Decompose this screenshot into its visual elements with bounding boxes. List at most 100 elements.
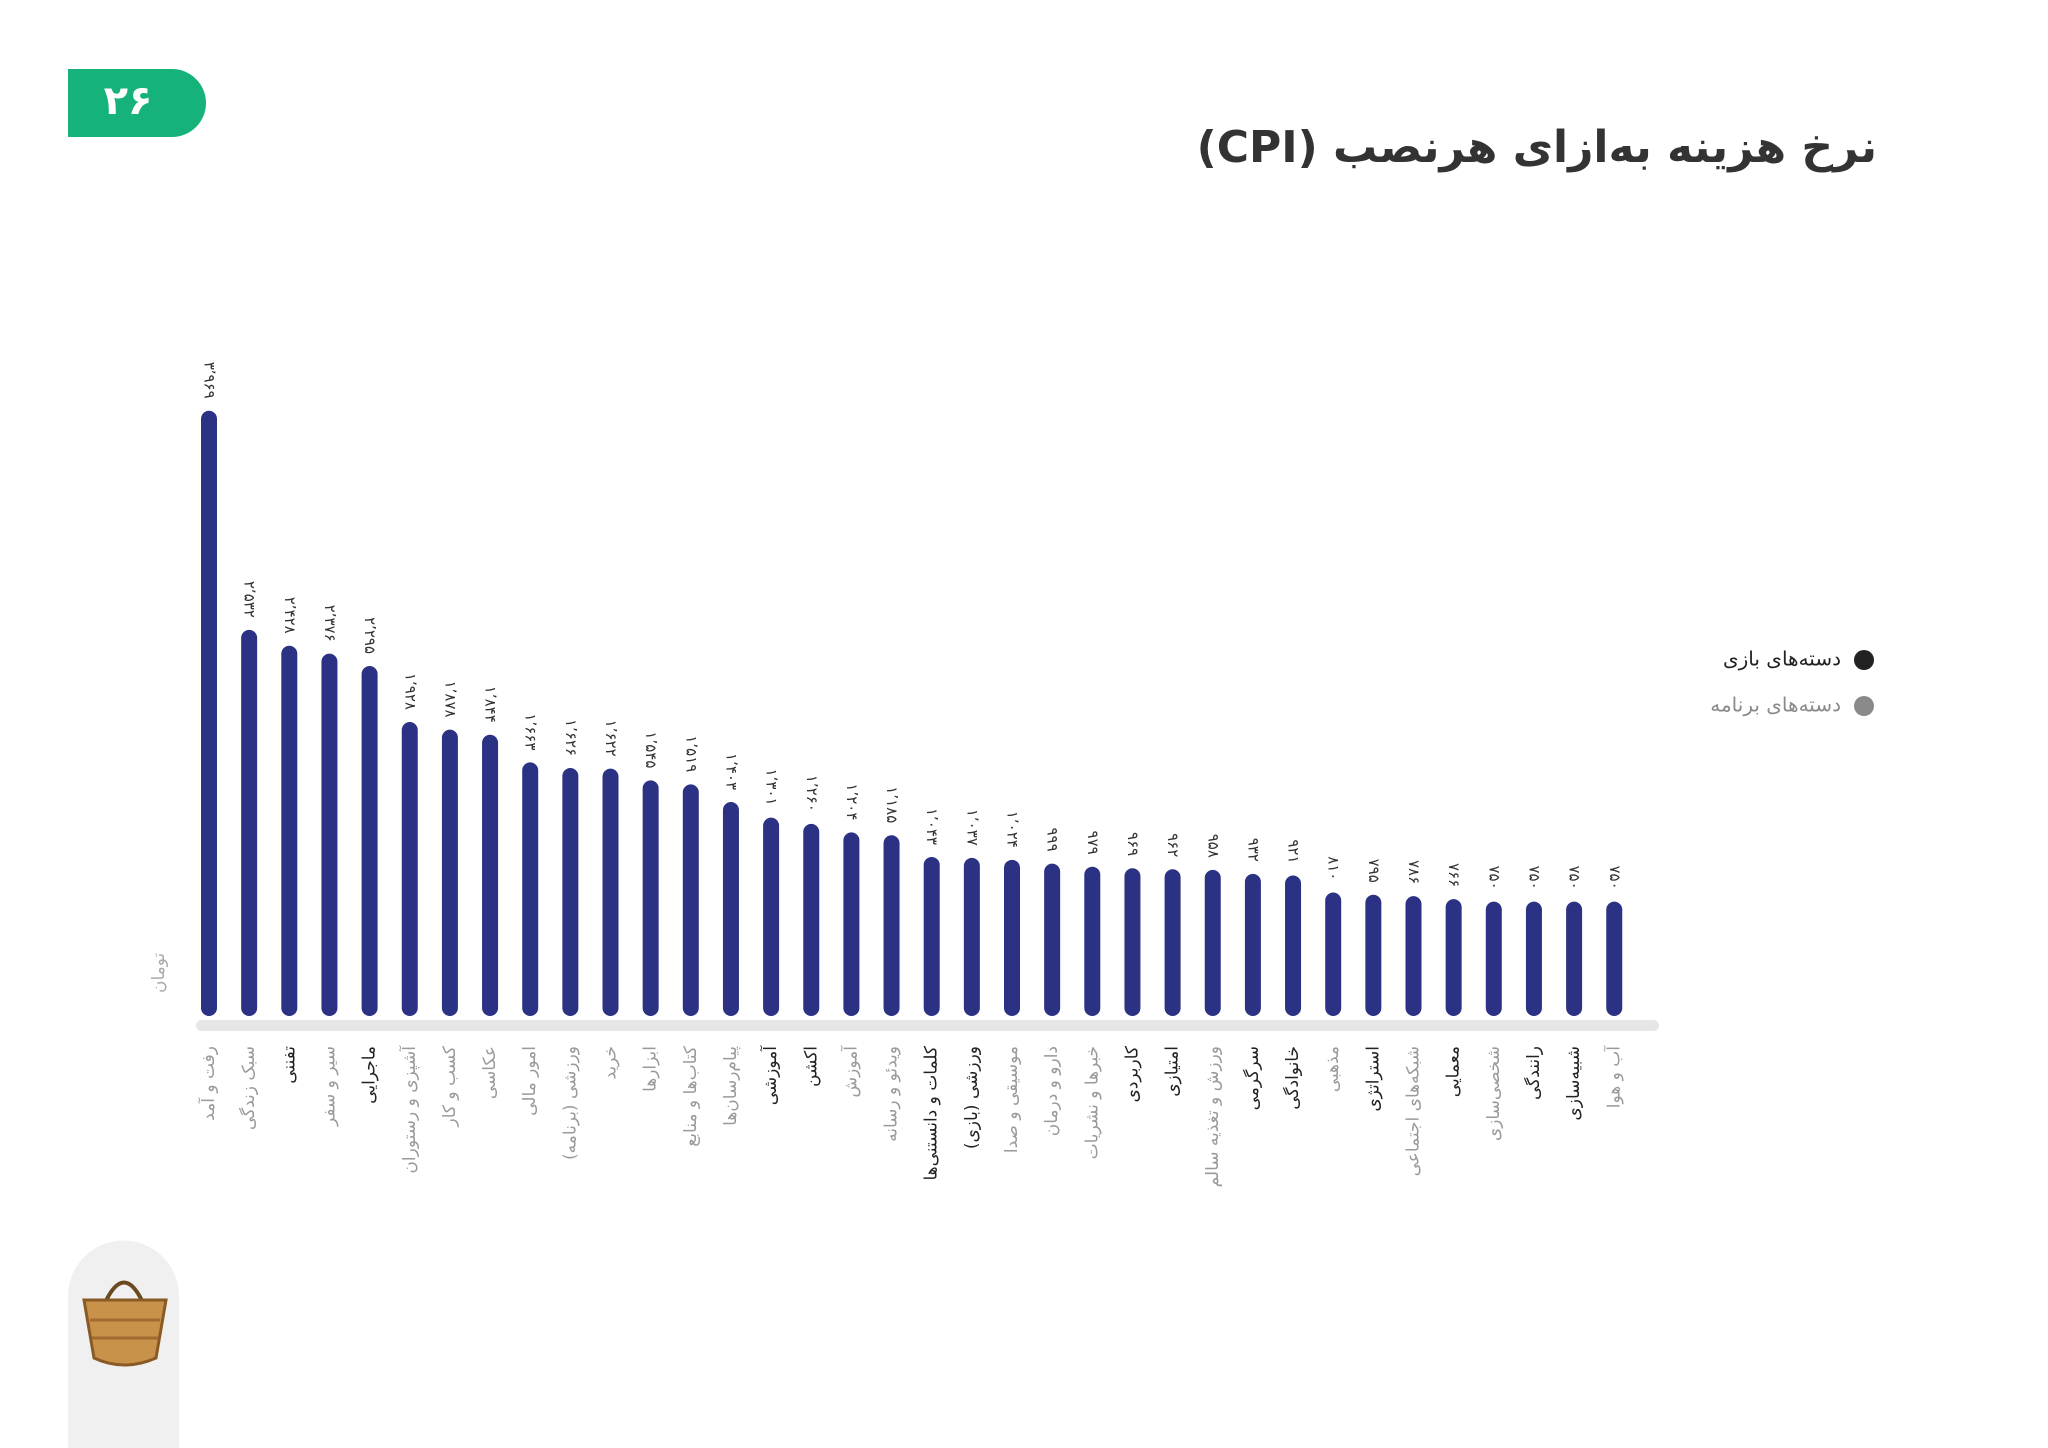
value-label: ۸۱۰ <box>1325 856 1343 880</box>
bar <box>1044 863 1061 1016</box>
bar <box>482 734 499 1016</box>
value-label: ۲٬۴۲۸ <box>281 597 299 634</box>
value-label: ۷۵۰ <box>1525 865 1543 889</box>
legend-marker <box>1854 696 1874 716</box>
x-tick-label: دارو و درمان <box>1042 1046 1062 1136</box>
x-tick-label: امتیازی <box>1163 1046 1183 1097</box>
bar <box>281 645 298 1016</box>
x-tick-label: آشپزی و رستوران <box>398 1045 420 1174</box>
value-label: ۹۵۸ <box>1204 834 1222 858</box>
page-number: ۲۶ <box>104 78 153 124</box>
value-label: ۷۶۶ <box>1445 863 1463 887</box>
x-tick-label: کتاب‌ها و منابع <box>681 1045 701 1147</box>
bar <box>241 629 258 1016</box>
bar <box>1244 873 1261 1016</box>
x-tick-label: موسیقی و صدا <box>1002 1046 1022 1153</box>
value-label: ۷۹۵ <box>1365 859 1383 883</box>
x-tick-label: ابزارها <box>641 1046 661 1092</box>
value-label: ۱٬۲۰۴ <box>843 783 861 820</box>
x-tick-label: ورزش و تغذیه سالم <box>1203 1046 1223 1187</box>
bar <box>1285 875 1302 1016</box>
bar <box>803 823 820 1016</box>
bar <box>1606 901 1623 1016</box>
value-label: ۱٬۰۴۳ <box>923 808 941 845</box>
basket-icon <box>82 1280 168 1367</box>
value-label: ۹۹۹ <box>1044 827 1062 851</box>
bar <box>642 780 659 1016</box>
bar <box>923 856 940 1016</box>
bar <box>1445 899 1462 1016</box>
x-tick-label: رفت و آمد <box>197 1046 219 1121</box>
value-label: ۹۳۲ <box>1244 838 1262 862</box>
baseline <box>196 1020 1659 1031</box>
bar <box>963 857 980 1016</box>
bar <box>201 410 217 1016</box>
bar <box>1164 869 1181 1016</box>
value-label: ۲٬۵۳۲ <box>241 581 259 618</box>
value-label: ۱٬۶۲۶ <box>562 719 580 756</box>
value-label: ۷۵۰ <box>1606 865 1624 889</box>
x-tick-label: معمایی <box>1444 1046 1464 1097</box>
x-tick-label: پیام‌رسان‌ها <box>721 1046 741 1126</box>
x-tick-label: ماجرایی <box>360 1046 380 1104</box>
x-tick-label: کاربردی <box>1122 1045 1142 1102</box>
value-label: ۱٬۶۶۳ <box>522 713 540 750</box>
x-tick-label: تفننی <box>279 1046 299 1084</box>
bar <box>883 835 900 1016</box>
x-tick-label: آموزشی <box>759 1045 781 1106</box>
page-badge <box>68 69 206 137</box>
chart-title: نرخ هزینه به‌ازای هرنصب (CPI) <box>1197 122 1877 173</box>
value-label: ۱٬۸۴۴ <box>482 686 500 723</box>
x-tick-label: ورزشی (بازی) <box>962 1046 982 1149</box>
x-tick-label: کسب و کار <box>440 1045 460 1127</box>
x-tick-label: ورزشی (برنامه) <box>560 1046 580 1160</box>
x-tick-label: آموزش <box>839 1045 861 1098</box>
bar <box>1004 859 1020 1016</box>
bar <box>401 721 418 1016</box>
x-tick-label: آب و هوا <box>1602 1045 1624 1108</box>
bar <box>843 832 860 1016</box>
value-label: ۱٬۴۰۳ <box>722 753 740 790</box>
x-tick-label: مذهبی <box>1323 1046 1343 1092</box>
legend-marker <box>1854 650 1874 670</box>
value-label: ۷۸۶ <box>1405 860 1423 884</box>
bar <box>1084 866 1101 1016</box>
x-tick-label: استراتژی <box>1363 1046 1383 1112</box>
value-label: ۲٬۲۹۵ <box>361 617 379 654</box>
bar <box>321 653 338 1016</box>
value-label: ۱٬۵۴۵ <box>642 731 660 768</box>
value-label: ۱٬۰۲۴ <box>1004 811 1022 848</box>
x-tick-label: خرید <box>601 1046 621 1080</box>
value-label: ۱٬۸۷۸ <box>441 681 459 718</box>
x-tick-label: شبکه‌های اجتماعی <box>1404 1046 1424 1176</box>
bar <box>763 817 780 1016</box>
x-tick-label: شبیه‌سازی <box>1564 1046 1584 1121</box>
bar <box>1525 901 1542 1016</box>
bar <box>1124 868 1141 1016</box>
value-label: ۷۵۰ <box>1485 865 1503 889</box>
bar <box>562 768 579 1016</box>
x-tick-label: سبک زندگی <box>238 1046 259 1130</box>
value-label: ۹۲۱ <box>1285 839 1303 863</box>
bar <box>522 762 539 1016</box>
value-label: ۱٬۳۰۱ <box>763 769 781 806</box>
x-tick-label: امور مالی <box>520 1046 540 1116</box>
bar <box>1566 901 1583 1016</box>
value-label: ۱٬۰۳۷ <box>963 809 981 846</box>
bar <box>602 768 619 1016</box>
value-label: ۳٬۹۶۹ <box>201 362 219 399</box>
legend-label: دسته‌های بازی <box>1723 647 1841 671</box>
x-tick-label: خبرها و نشریات <box>1082 1046 1102 1159</box>
value-label: ۱٬۵۱۹ <box>682 735 700 772</box>
bar <box>1204 869 1221 1016</box>
legend-label: دسته‌های برنامه <box>1710 693 1841 717</box>
bar <box>1405 896 1422 1016</box>
x-tick-label: خانوادگی <box>1282 1046 1303 1110</box>
value-label: ۱٬۲۶۰ <box>803 775 821 812</box>
x-tick-label: اکشن <box>801 1046 821 1087</box>
value-label: ۹۷۹ <box>1084 831 1102 855</box>
bar <box>722 802 739 1016</box>
bar <box>361 666 378 1016</box>
